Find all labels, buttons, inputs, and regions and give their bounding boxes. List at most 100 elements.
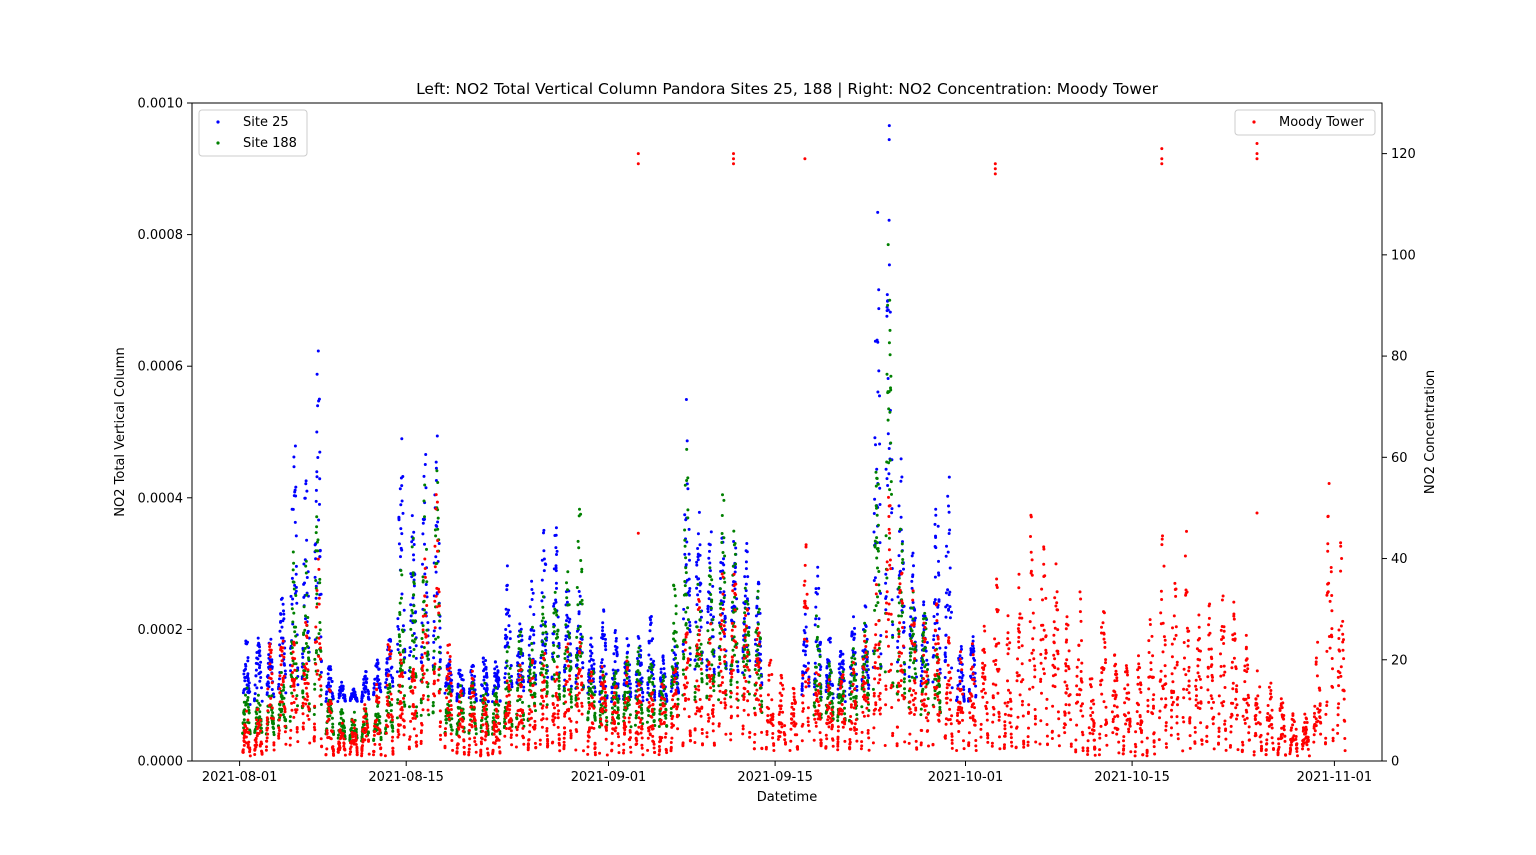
site-25-point: [539, 656, 543, 660]
site-25-point: [554, 526, 558, 530]
moody-tower-point: [467, 750, 471, 754]
moody-tower-point: [538, 738, 542, 742]
site-188-point: [651, 680, 654, 684]
moody-tower-point: [355, 749, 359, 753]
moody-tower-point: [459, 690, 462, 694]
moody-tower-point: [554, 691, 558, 695]
moody-tower-point: [521, 711, 524, 715]
moody-tower-point: [277, 729, 281, 732]
site-188-point: [854, 694, 858, 698]
site-25-point: [254, 668, 258, 672]
moody-tower-point: [576, 682, 579, 686]
moody-tower-point: [367, 752, 371, 756]
site-188-point: [598, 713, 602, 717]
site-25-point: [800, 682, 804, 686]
site-25-point: [412, 584, 416, 588]
site-25-point: [838, 671, 842, 675]
site-25-point: [495, 665, 499, 669]
site-25-point: [887, 447, 891, 450]
site-188-point: [670, 675, 674, 679]
site-25-point: [282, 662, 286, 666]
moody-tower-point: [605, 753, 609, 757]
site-188-point: [545, 685, 549, 689]
moody-tower-point: [414, 709, 418, 713]
site-25-point: [610, 676, 614, 680]
site-25-point: [744, 589, 748, 593]
moody-tower-point: [545, 729, 549, 733]
site-25-point: [296, 666, 300, 670]
moody-tower-point: [437, 604, 441, 608]
site-188-point: [836, 719, 840, 723]
moody-tower-point: [574, 728, 578, 732]
site-188-point: [647, 676, 651, 680]
moody-tower-point: [541, 712, 545, 716]
site-25-point: [600, 658, 604, 662]
site-188-point: [718, 655, 722, 659]
site-188-point: [432, 649, 436, 653]
site-188-point: [712, 689, 716, 693]
site-188-point: [625, 655, 629, 659]
site-188-point: [484, 692, 488, 696]
moody-tower-point: [557, 733, 561, 737]
moody-tower-point: [265, 745, 268, 749]
site-188-point: [890, 620, 894, 624]
moody-tower-point: [257, 732, 261, 735]
site-25-point: [683, 552, 687, 556]
site-25-point: [267, 653, 271, 657]
site-188-point: [281, 713, 285, 717]
site-25-point: [448, 663, 452, 667]
site-25-point: [695, 603, 699, 607]
site-25-point: [712, 667, 716, 671]
site-188-point: [244, 693, 247, 697]
moody-tower-point: [295, 708, 299, 712]
site-188-point: [698, 610, 702, 614]
site-188-point: [673, 594, 677, 598]
site-188-point: [315, 592, 319, 596]
site-188-point: [399, 596, 403, 600]
site-25-point: [887, 124, 891, 128]
moody-tower-point: [415, 744, 419, 748]
site-25-point: [278, 643, 282, 647]
moody-tower-point: [580, 712, 584, 716]
site-188-point: [399, 569, 403, 572]
site-25-point: [284, 691, 288, 695]
site-188-point: [541, 623, 545, 627]
site-25-point: [944, 591, 948, 595]
site-188-point: [813, 705, 817, 709]
moody-tower-point: [391, 752, 395, 756]
moody-tower-point: [566, 642, 570, 646]
site-25-point: [366, 695, 370, 699]
moody-tower-point: [449, 681, 453, 685]
site-25-point: [708, 549, 711, 553]
moody-tower-point: [388, 645, 391, 649]
site-188-point: [580, 567, 584, 571]
site-25-point: [294, 585, 298, 589]
site-25-point: [600, 661, 604, 665]
site-25-point: [315, 372, 319, 376]
site-188-point: [282, 685, 286, 689]
moody-tower-point: [268, 642, 272, 646]
moody-tower-point: [505, 694, 509, 698]
site-25-point: [412, 530, 416, 534]
site-25-point: [706, 607, 710, 611]
moody-tower-point: [439, 721, 442, 724]
site-188-point: [683, 528, 687, 532]
moody-tower-point: [445, 667, 449, 671]
moody-tower-point: [627, 716, 631, 720]
site-25-point: [867, 687, 871, 690]
site-188-point: [588, 688, 592, 692]
site-188-point: [657, 725, 661, 728]
site-25-point: [730, 619, 734, 623]
moody-tower-point: [268, 655, 272, 659]
site-25-point: [296, 683, 300, 687]
site-25-point: [711, 635, 715, 639]
site-188-point: [534, 709, 537, 713]
site-25-point: [944, 658, 947, 662]
site-25-point: [401, 624, 405, 628]
site-188-point: [426, 685, 430, 689]
moody-tower-point: [284, 742, 288, 746]
site-25-point: [302, 595, 306, 599]
site-188-point: [886, 391, 890, 395]
site-188-point: [255, 699, 259, 703]
site-25-point: [530, 598, 534, 601]
